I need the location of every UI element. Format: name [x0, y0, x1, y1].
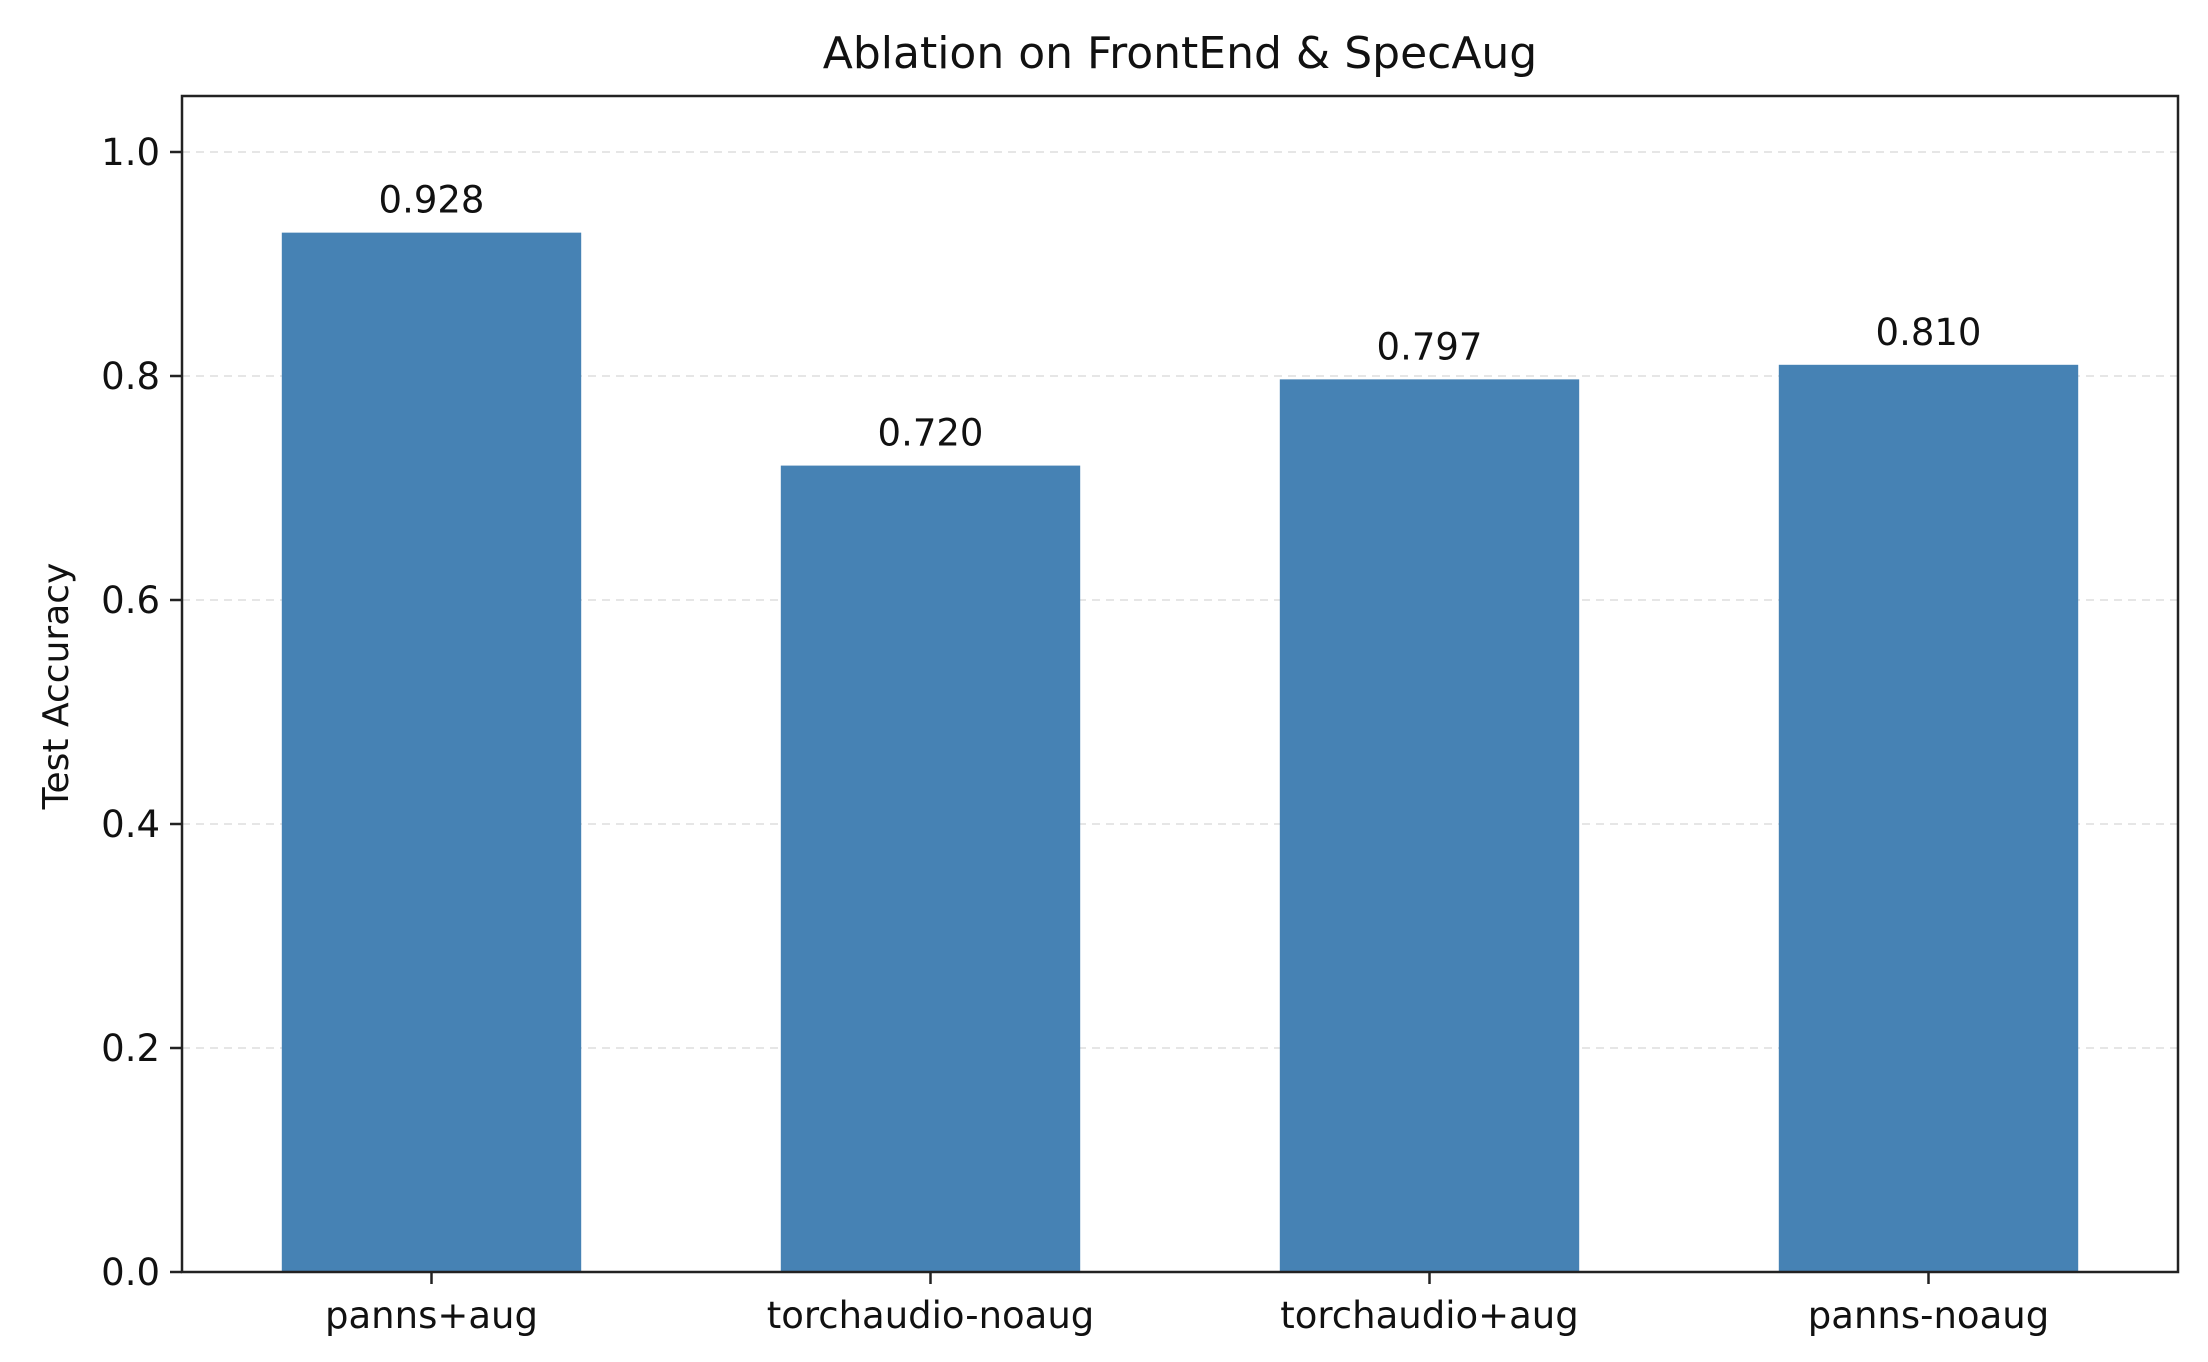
y-tick-label: 1.0	[101, 131, 160, 174]
bar-panns+aug	[281, 232, 582, 1272]
chart-title: Ablation on FrontEnd & SpecAug	[823, 28, 1538, 79]
y-tick-label: 0.8	[101, 355, 160, 398]
bar-value-label: 0.720	[878, 412, 984, 455]
x-tick-label: panns+aug	[325, 1294, 538, 1337]
bar-value-label: 0.810	[1876, 311, 1982, 354]
bar-value-label: 0.928	[379, 179, 485, 222]
bar-value-labels: 0.928 0.720 0.797 0.810	[379, 179, 1982, 455]
bar-panns-noaug	[1778, 364, 2079, 1272]
bar-torchaudio+aug	[1279, 379, 1580, 1272]
y-tick-label: 0.6	[101, 579, 160, 622]
y-tick-label: 0.0	[101, 1251, 160, 1294]
x-tick-label: torchaudio+aug	[1280, 1294, 1578, 1337]
axes: 0.0 0.2 0.4 0.6 0.8 1.0 panns+aug torchaudio-no…	[101, 94, 2180, 1337]
y-axis-label: Test Accuracy	[36, 563, 77, 811]
bars	[281, 232, 2079, 1273]
y-tick-label: 0.4	[101, 803, 160, 846]
y-tick-label: 0.2	[101, 1027, 160, 1070]
x-tick-label: torchaudio-noaug	[767, 1294, 1095, 1337]
plot-frame	[180, 94, 2180, 1274]
bar-value-label: 0.797	[1377, 325, 1483, 368]
bar-torchaudio-noaug	[780, 465, 1081, 1273]
x-tick-label: panns-noaug	[1808, 1294, 2049, 1337]
